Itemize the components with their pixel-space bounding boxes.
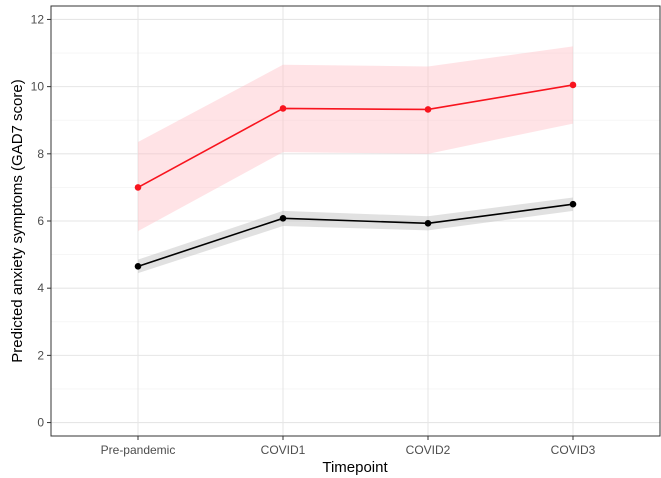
confidence-bands (138, 46, 573, 274)
y-tick-label: 12 (31, 12, 45, 26)
confidence-band (138, 197, 573, 274)
series-line (137, 203, 574, 268)
y-tick-label: 0 (37, 416, 44, 430)
series-points (134, 81, 577, 270)
confidence-band (138, 46, 573, 232)
data-point (424, 220, 432, 227)
x-axis-title: Timepoint (322, 459, 388, 476)
series-line (137, 84, 574, 189)
data-point (134, 184, 142, 191)
x-tick-label: COVID2 (406, 443, 451, 457)
data-point (424, 106, 432, 113)
x-tick-label: COVID3 (551, 443, 596, 457)
y-tick-label: 2 (37, 348, 44, 362)
data-point (134, 263, 142, 270)
y-axis-title: Predicted anxiety symptoms (GAD7 score) (9, 79, 26, 362)
data-point (569, 200, 577, 208)
data-point (279, 105, 287, 112)
x-tick-label: Pre-pandemic (101, 443, 176, 457)
minor-grid (51, 52, 660, 390)
y-tick-label: 8 (37, 147, 44, 161)
y-axis-ticks: 0 2 4 6 8 10 12 (31, 12, 51, 430)
series-lines (137, 84, 574, 268)
data-point (569, 81, 577, 89)
y-tick-label: 10 (31, 80, 45, 94)
data-point (279, 215, 287, 222)
x-tick-label: COVID1 (261, 443, 306, 457)
y-tick-label: 4 (37, 281, 44, 295)
y-tick-label: 6 (37, 214, 44, 228)
x-axis-ticks: Pre-pandemic COVID1 COVID2 COVID3 (101, 436, 596, 457)
